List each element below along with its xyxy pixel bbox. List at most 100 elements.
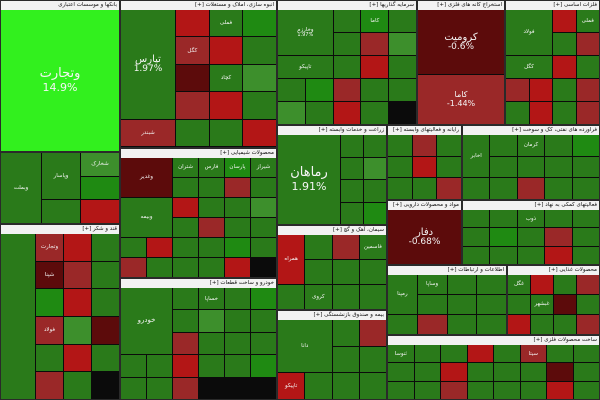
sector-chemical[interactable]: محصولات شیمیایی [+] وغدیر شتران فارس پار… [120,148,277,278]
stock-tile[interactable] [199,238,224,257]
stock-tile[interactable] [92,344,119,372]
stock-tile[interactable] [251,310,276,332]
stock-tile[interactable] [359,285,386,309]
stock-tile[interactable] [467,363,493,381]
stock-tile[interactable] [341,157,363,179]
stock-tile[interactable] [490,156,517,178]
stock-tile[interactable] [553,10,576,32]
stock-tile[interactable] [333,56,361,78]
stock-tile[interactable] [251,198,276,217]
stock-tile[interactable] [577,295,599,314]
stock-tile[interactable]: فولاد [506,10,552,55]
stock-tile[interactable]: شخارک [81,153,119,176]
stock-tile[interactable]: اخابر [463,135,490,178]
stock-tile[interactable] [463,246,490,264]
stock-tile[interactable] [147,355,172,377]
sector-other[interactable]: قند و شکر [+] وتجارت شپنا فولاد [0,224,120,400]
stock-tile[interactable] [417,315,447,334]
stock-tile[interactable] [243,37,276,64]
stock-tile[interactable]: وبیمه [121,198,172,237]
sector-equipment[interactable]: ساخت محصولات فلزی [+] ثنوسا سیتا [387,335,600,400]
stock-tile[interactable] [572,210,599,228]
stock-tile[interactable] [243,92,276,119]
stock-tile[interactable] [517,246,545,264]
stock-tile[interactable] [441,345,467,363]
stock-tile[interactable] [278,285,305,309]
stock-tile-kama[interactable]: کاما -1.44% [418,75,504,124]
stock-tile[interactable] [332,235,359,259]
stock-tile[interactable] [364,135,386,157]
stock-tile[interactable] [42,200,80,223]
stock-tile[interactable] [278,79,305,101]
stock-tile[interactable] [572,228,599,246]
stock-tile[interactable] [554,315,576,334]
stock-tile[interactable] [414,381,440,399]
stock-tile[interactable] [389,56,416,78]
stock-tile[interactable]: وتجارت [36,234,63,261]
stock-tile[interactable] [209,37,243,64]
sector-food[interactable]: محصولات غذایی [+] غگل غبشهر [507,265,600,335]
stock-tile[interactable] [447,275,477,294]
stock-tile[interactable] [225,198,250,217]
stock-tile[interactable] [437,156,461,178]
stock-tile[interactable]: خساپا [199,288,224,310]
stock-tile[interactable] [359,320,386,346]
stock-tile[interactable] [361,33,389,55]
stock-tile[interactable] [389,33,416,55]
stock-tile[interactable] [199,258,224,277]
stock-tile[interactable] [209,119,243,146]
stock-tile[interactable] [545,178,572,199]
stock-tile[interactable] [64,316,91,344]
stock-tile[interactable]: شبندر [121,119,175,146]
stock-tile[interactable] [573,345,599,363]
stock-tile[interactable] [199,218,224,237]
stock-tile[interactable] [447,295,477,314]
stock-tile[interactable] [554,295,576,314]
stock-tile[interactable] [92,234,119,261]
sector-auto[interactable]: خودرو و ساخت قطعات [+] خودرو خساپا [120,278,277,400]
stock-tile[interactable] [121,355,146,377]
stock-tile[interactable] [441,381,467,399]
stock-tile[interactable] [64,344,91,372]
stock-tile[interactable] [199,332,224,355]
stock-tile[interactable] [490,210,517,228]
stock-tile[interactable]: شپنا [36,261,63,289]
sector-leasing[interactable]: فعالیتهای کمکی به نهاد [+] ذوب [462,200,600,265]
stock-tile[interactable]: شتران [173,158,198,177]
stock-tile[interactable] [529,102,552,124]
stock-tile-tapars[interactable]: تپارس 1.97% [121,10,175,119]
stock-tile[interactable]: وبملت [1,153,41,223]
stock-tile[interactable]: دانا [278,320,332,373]
stock-tile[interactable]: فارس [199,158,224,177]
stock-tile[interactable] [545,135,572,156]
stock-tile[interactable] [176,64,209,92]
stock-tile[interactable] [576,56,599,78]
stock-tile[interactable] [36,289,63,316]
sector-banks[interactable]: بانکها و موسسات اعتباری وتجارت 14.9% [0,0,120,152]
stock-tile[interactable] [332,260,359,284]
stock-tile[interactable] [64,234,91,261]
sector-investment[interactable]: سرمایه گذاریها [+] وخارزم 1.97% کاما تاپی… [277,0,417,125]
sector-insurance[interactable]: بیمه و صندوق بازنشستگی [+] دانا تاپیکو [277,310,387,400]
stock-tile[interactable] [388,363,414,381]
stock-tile[interactable] [463,228,490,246]
stock-tile[interactable] [547,363,573,381]
stock-tile[interactable] [225,355,250,377]
stock-tile[interactable] [517,156,545,178]
stock-tile[interactable] [463,178,490,199]
stock-tile[interactable] [572,178,599,199]
stock-tile[interactable] [305,260,332,284]
stock-tile[interactable] [545,228,572,246]
stock-tile[interactable] [517,178,545,199]
stock-tile[interactable] [531,315,553,334]
stock-tile[interactable] [225,238,250,257]
stock-tile[interactable] [147,258,172,277]
stock-tile[interactable]: فملی [209,10,243,37]
stock-tile[interactable] [176,119,209,146]
stock-tile[interactable] [121,258,146,277]
stock-tile[interactable] [412,178,437,199]
stock-tile[interactable] [341,180,363,202]
sector-realestate[interactable]: انبوه سازی، املاک و مستغلات [+] تپارس 1.… [120,0,277,148]
stock-tile[interactable] [92,261,119,289]
stock-tile[interactable] [467,381,493,399]
